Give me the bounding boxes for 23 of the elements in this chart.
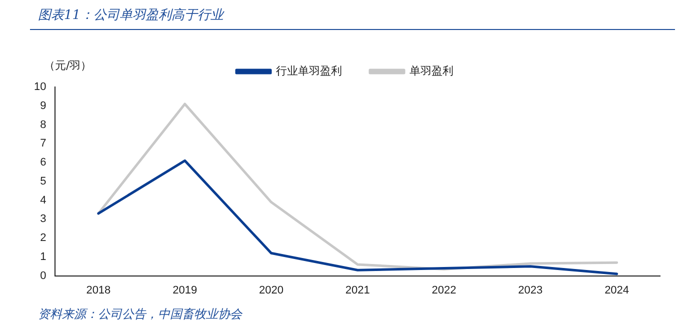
x-tick-label: 2023 xyxy=(518,284,543,296)
y-tick-label: 1 xyxy=(40,250,46,263)
legend-label: 行业单羽盈利 xyxy=(276,64,342,78)
y-tick-label: 9 xyxy=(40,100,46,112)
x-tick-label: 2021 xyxy=(345,284,370,296)
y-tick-label: 10 xyxy=(34,81,46,94)
y-tick-label: 6 xyxy=(40,156,46,169)
x-tick-label: 2024 xyxy=(604,284,630,296)
y-tick-label: 7 xyxy=(40,138,46,150)
y-axis-title: （元/羽） xyxy=(44,58,92,73)
legend-label: 单羽盈利 xyxy=(410,64,454,78)
x-tick-label: 2019 xyxy=(172,284,198,296)
y-tick-label: 0 xyxy=(40,270,46,282)
x-tick-label: 2018 xyxy=(86,284,111,296)
x-tick-label: 2022 xyxy=(432,284,456,296)
y-tick-label: 3 xyxy=(40,213,46,226)
y-tick-label: 5 xyxy=(40,175,46,188)
y-tick-label: 4 xyxy=(40,194,46,206)
text: 资料来源：公司公告，中国畜牧业协会 xyxy=(38,306,242,323)
y-tick-label: 2 xyxy=(40,232,46,244)
y-tick-label: 8 xyxy=(40,118,46,131)
chart-title: 图表11：公司单羽盈利高于行业 xyxy=(38,7,224,24)
x-tick-label: 2020 xyxy=(258,284,284,296)
